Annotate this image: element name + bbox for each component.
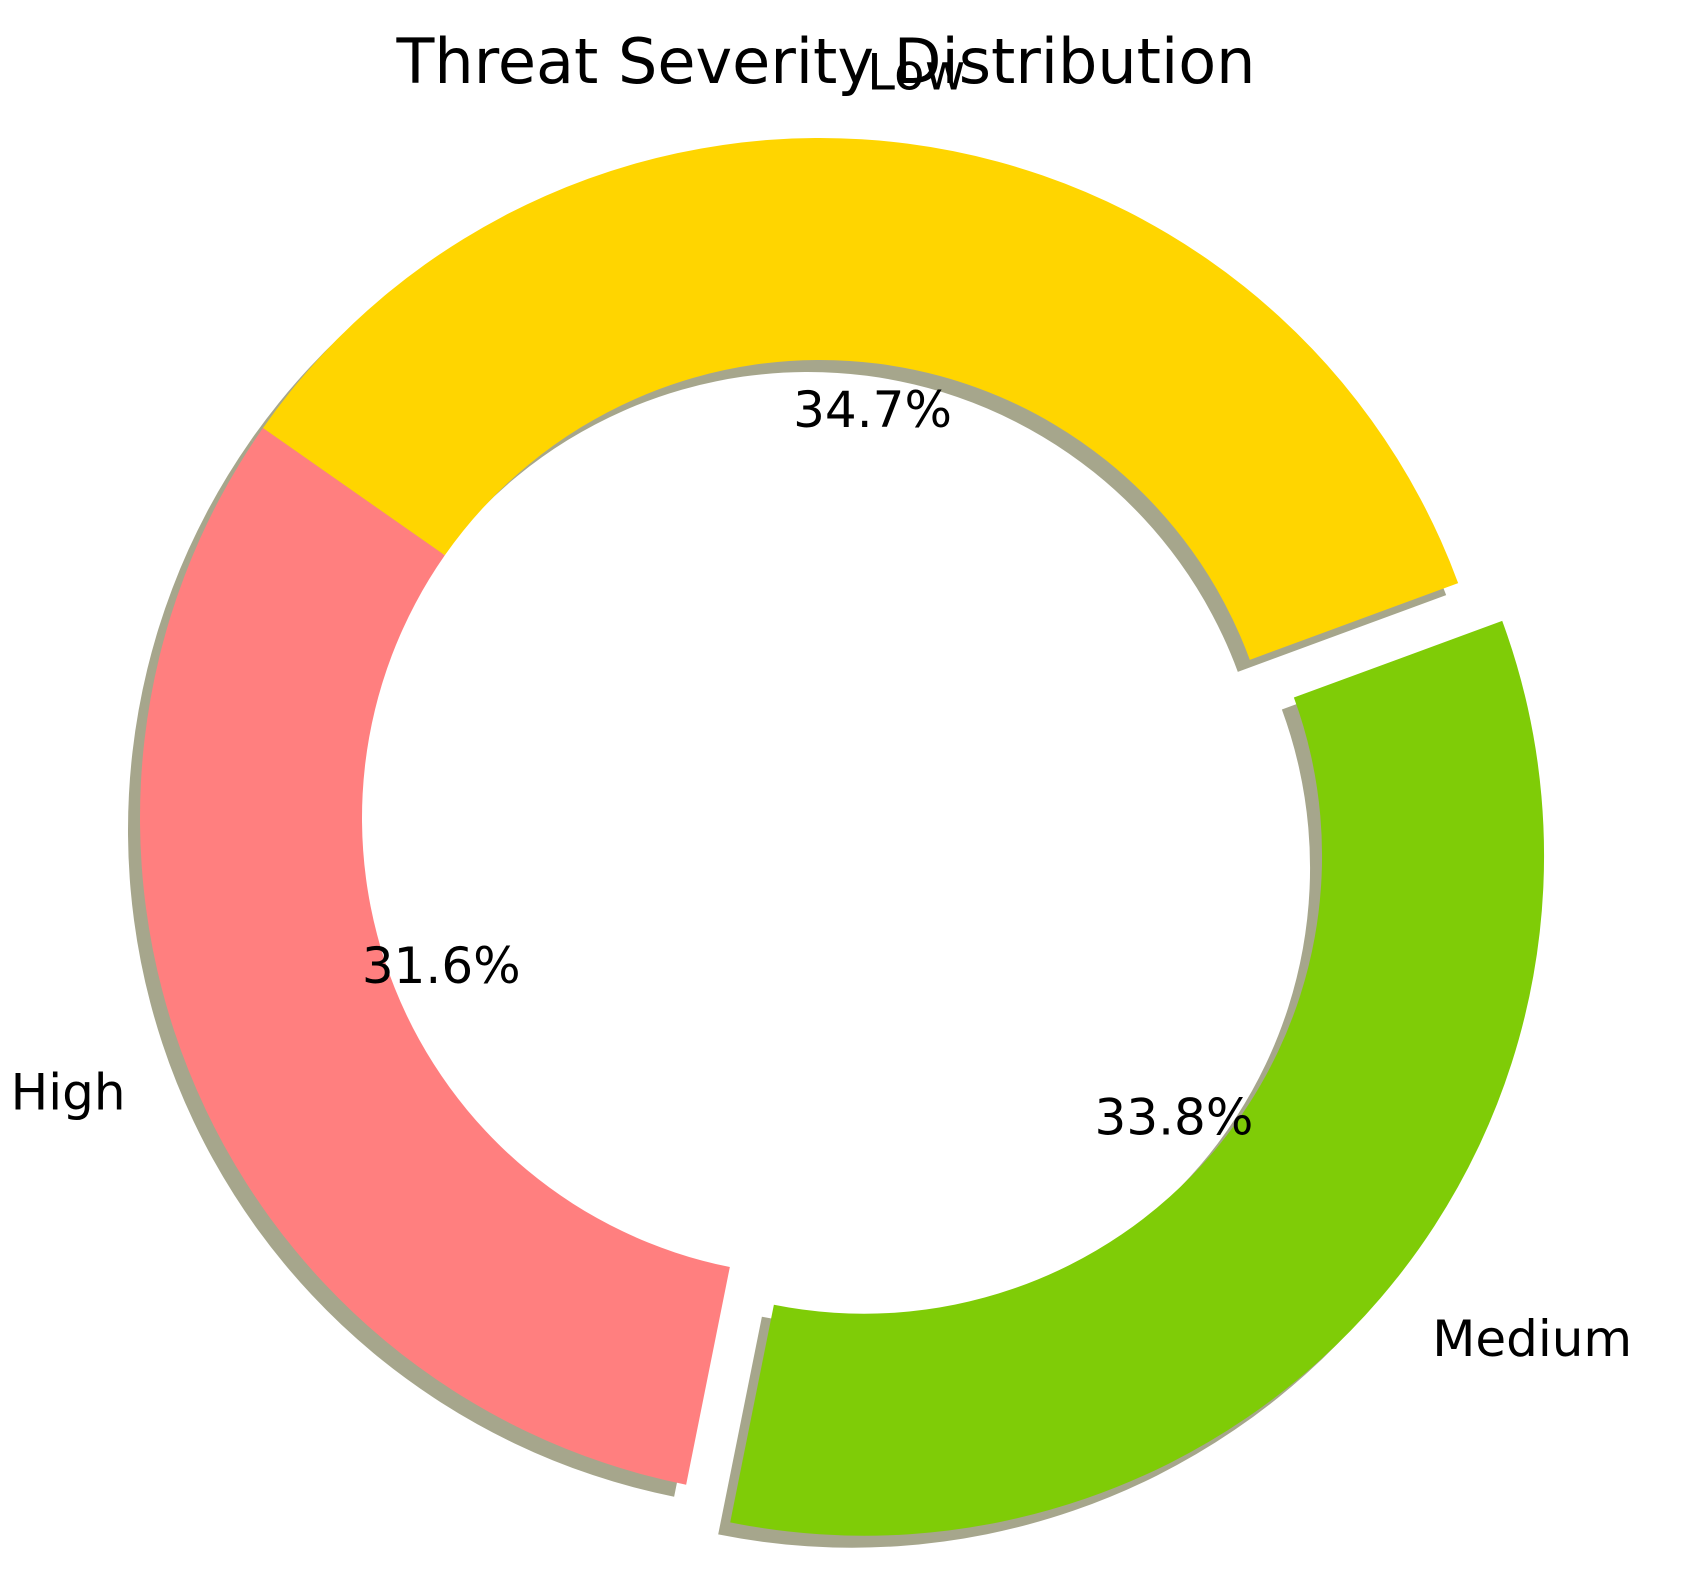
value-label-high: 31.6% [362,937,521,995]
slice-medium [730,620,1545,1536]
donut-slices [139,137,1545,1536]
value-label-medium: 33.8% [1095,1089,1254,1147]
slice-label-high: High [11,1064,126,1122]
slice-label-medium: Medium [1432,1310,1632,1368]
slice-label-low: Low [867,44,965,102]
slice-low [262,137,1459,660]
value-label-low: 34.7% [793,381,952,439]
slice-labels: High 31.6% Medium 33.8% Low 34.7% [11,44,1632,1368]
slice-high [139,427,730,1485]
chart-title: Threat Severity Distribution [396,25,1256,98]
